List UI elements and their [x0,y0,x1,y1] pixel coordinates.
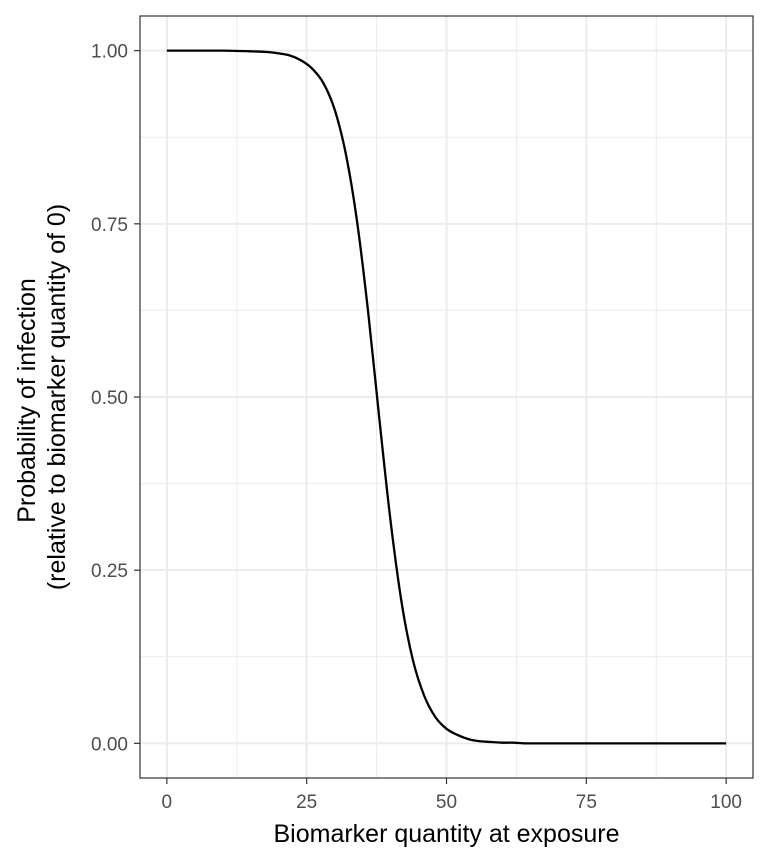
y-axis-title: Probability of infection (relative to bi… [13,204,71,590]
x-tick-label: 100 [710,792,742,813]
x-axis: 0 25 50 75 100 [162,778,742,813]
y-tick-label: 0.00 [91,734,128,755]
x-tick-label: 75 [576,792,597,813]
y-tick-label: 0.75 [91,215,128,236]
y-axis-title-line-1: Probability of infection [13,278,41,523]
x-tick-label: 50 [436,792,457,813]
x-tick-label: 25 [296,792,317,813]
y-tick-label: 0.50 [91,388,128,409]
y-axis-title-line-2: (relative to biomarker quantity of 0) [43,204,71,590]
y-tick-label: 0.25 [91,561,128,582]
y-tick-label: 1.00 [91,42,128,63]
y-axis: 0.00 0.25 0.50 0.75 1.00 [91,42,140,755]
x-tick-label: 0 [162,792,173,813]
x-axis-title: Biomarker quantity at exposure [273,820,619,848]
series-line [166,49,727,745]
